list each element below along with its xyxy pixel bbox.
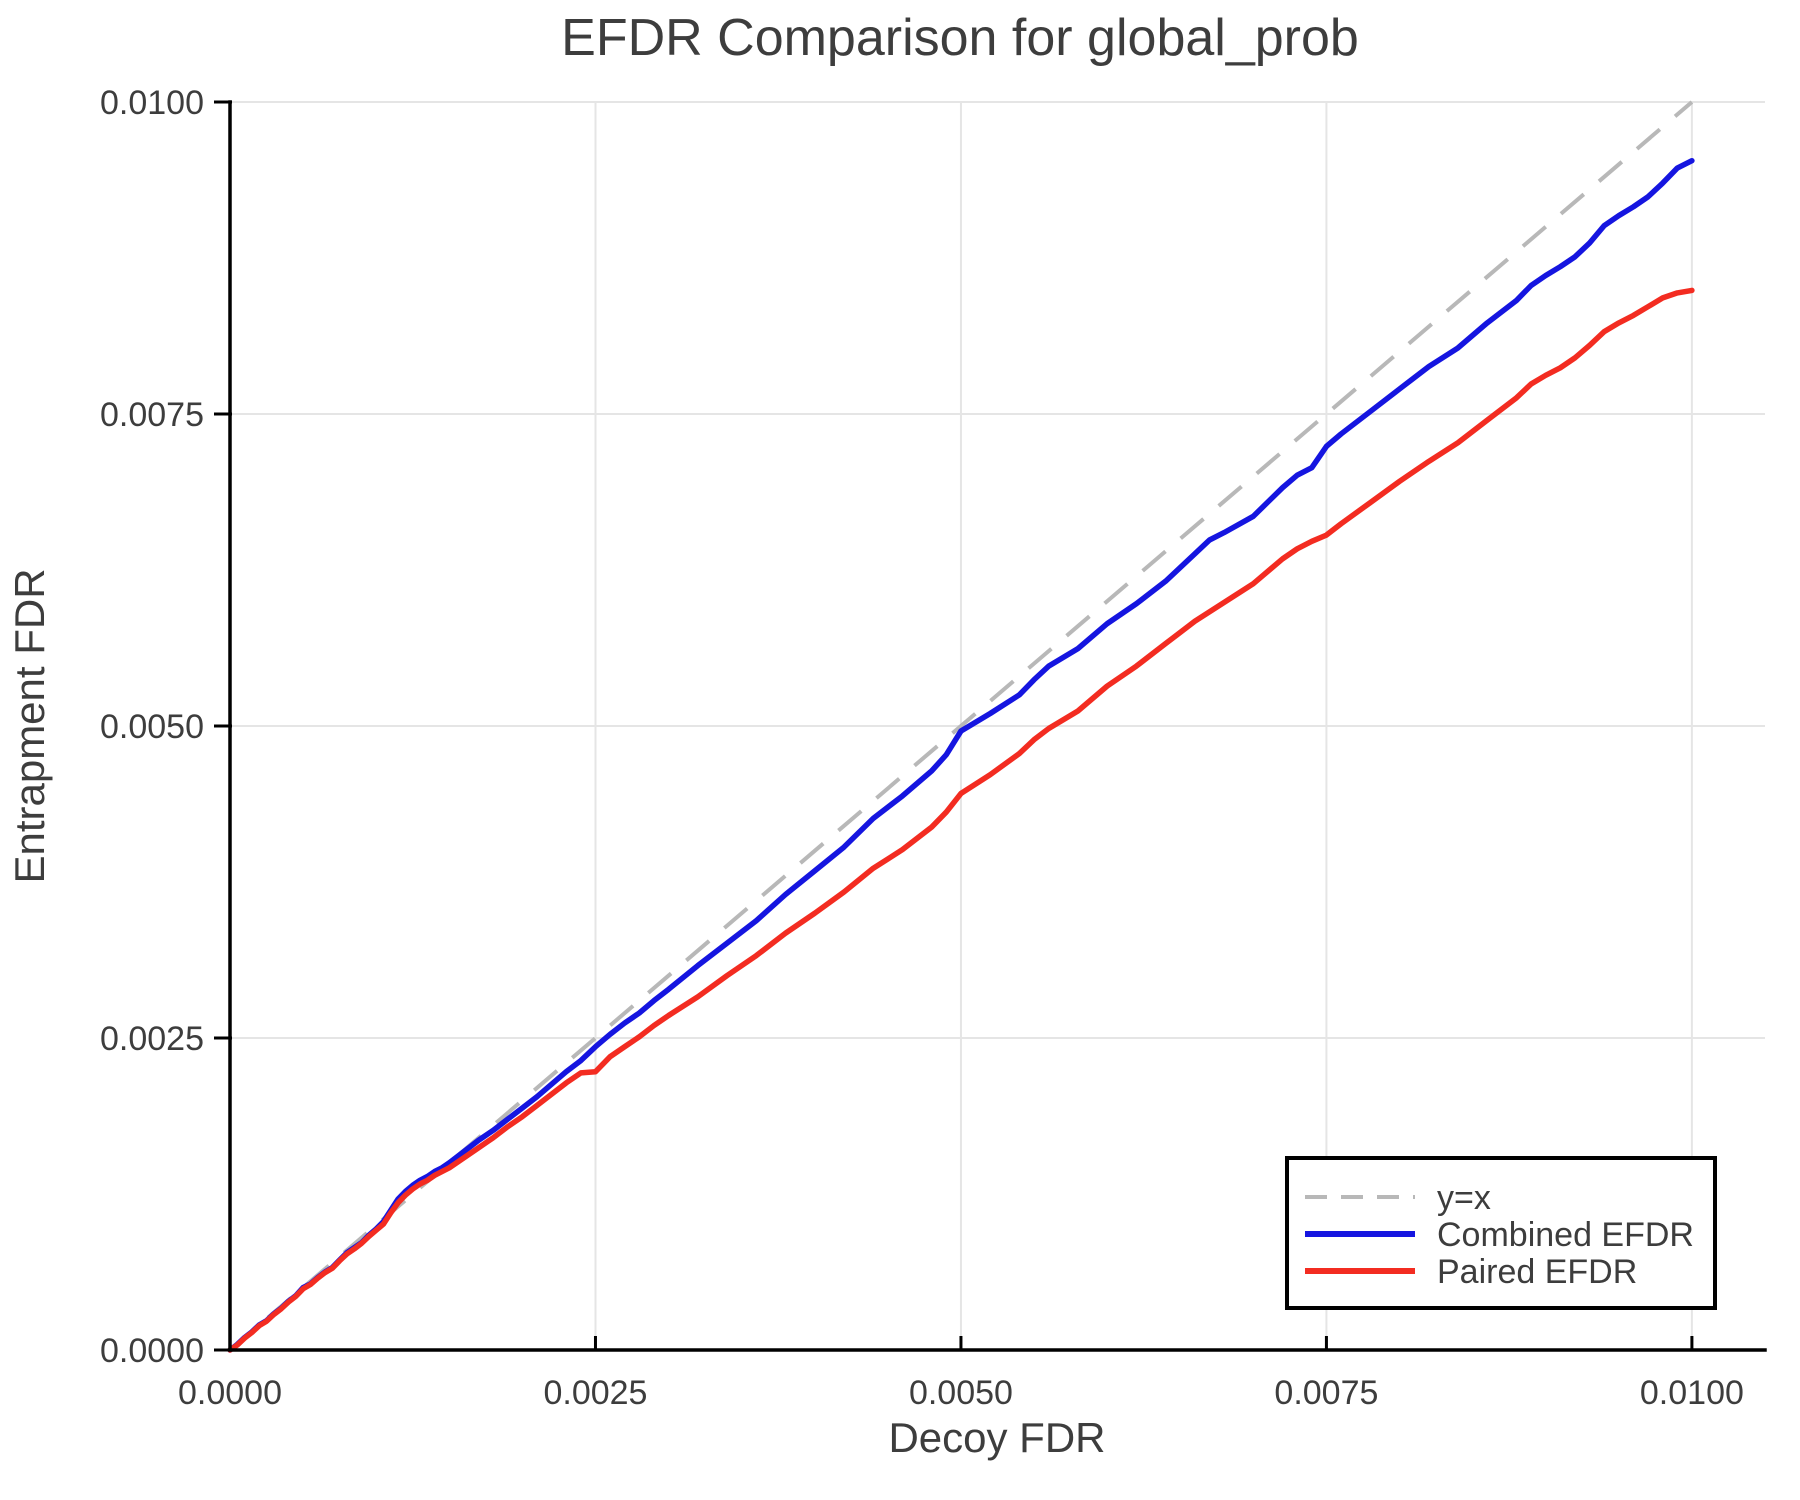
y-tick-label: 0.0075 (100, 396, 204, 434)
y-tick-labels: 0.0000 0.0025 0.0050 0.0075 0.0100 (100, 84, 204, 1370)
y-tick-label: 0.0025 (100, 1020, 204, 1058)
legend-label-paired: Paired EFDR (1437, 1253, 1637, 1291)
x-tick-label: 0.0050 (909, 1374, 1013, 1412)
legend-label-combined: Combined EFDR (1437, 1216, 1694, 1254)
chart-title: EFDR Comparison for global_prob (561, 9, 1359, 67)
tick-marks (214, 100, 1694, 1352)
x-tick-label: 0.0075 (1274, 1374, 1378, 1412)
paired-efdr-line (227, 287, 1695, 1353)
x-tick-label: 0.0025 (543, 1374, 647, 1412)
y-tick-label: 0.0050 (100, 708, 204, 746)
x-tick-label: 0.0100 (1640, 1374, 1744, 1412)
legend-label-identity: y=x (1437, 1179, 1491, 1217)
x-axis-label: Decoy FDR (888, 1414, 1105, 1461)
y-axis-label: Entrapment FDR (6, 568, 53, 883)
x-tick-labels: 0.0000 0.0025 0.0050 0.0075 0.0100 (178, 1374, 1744, 1412)
y-tick-label: 0.0100 (100, 84, 204, 122)
x-tick-label: 0.0000 (178, 1374, 282, 1412)
legend: y=x Combined EFDR Paired EFDR (1285, 1156, 1717, 1310)
y-tick-label: 0.0000 (100, 1332, 204, 1370)
